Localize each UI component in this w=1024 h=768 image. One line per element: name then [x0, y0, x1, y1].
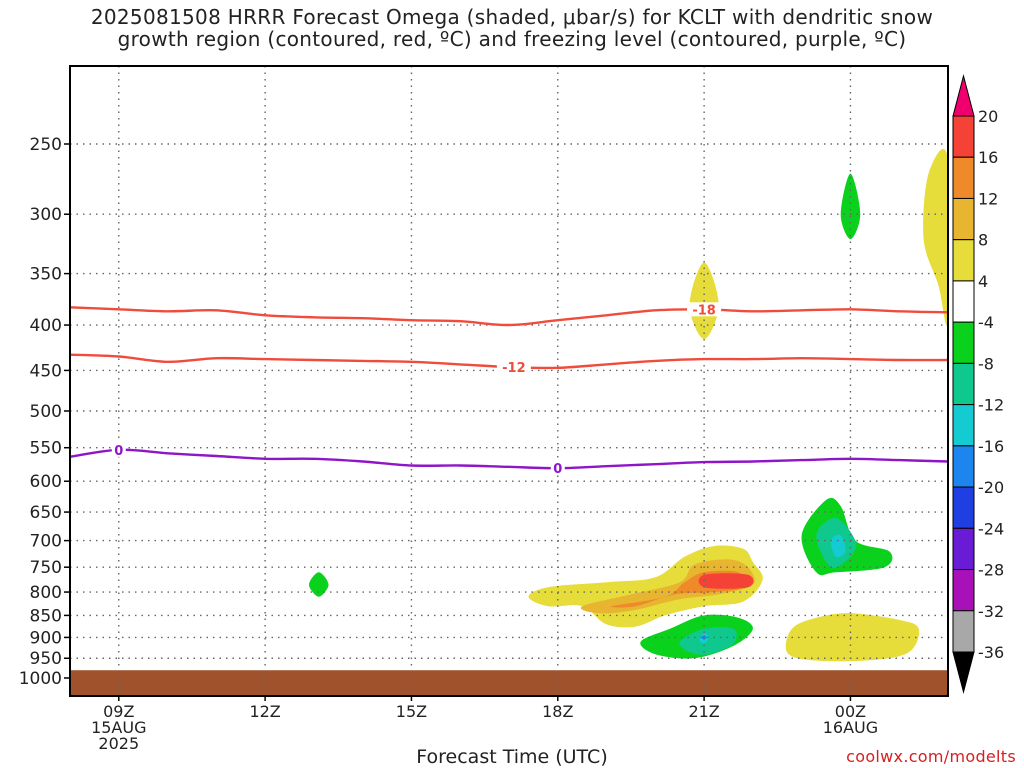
x-tick-label-09Z-0: 09Z: [103, 702, 134, 721]
colorbar-bottom-triangle: [952, 651, 975, 694]
colorbar-label-8: -16: [978, 437, 1004, 456]
contour-label--18-0: -18: [692, 303, 716, 318]
y-tick-label-600: 600: [30, 472, 62, 492]
colorbar-label-4: 4: [978, 272, 988, 291]
contour-line-0: [70, 448, 948, 470]
colorbar-label-1: 16: [978, 148, 998, 167]
plot-frame: [69, 65, 949, 697]
x-tick-label-00Z-0: 00Z: [835, 702, 866, 721]
y-tick-label-850: 850: [30, 606, 62, 626]
y-tick-label-1000: 1000: [19, 669, 62, 689]
contour-label-bg--18-0: [687, 302, 722, 317]
y-tick-label-900: 900: [30, 628, 62, 648]
y-tick-label-950: 950: [30, 649, 62, 669]
colorbar-box-0: [952, 115, 975, 158]
y-tick-label-750: 750: [30, 558, 62, 578]
omega-region-15: [785, 613, 920, 662]
x-tick-label-00Z-1: 16AUG: [823, 718, 878, 737]
x-tick-label-12Z-0: 12Z: [249, 702, 280, 721]
colorbar-box-5: [952, 321, 975, 364]
colorbar-box-8: [952, 445, 975, 488]
y-tick-label-650: 650: [30, 503, 62, 523]
colorbar-label-7: -12: [978, 396, 1004, 415]
y-tick-label-700: 700: [30, 532, 62, 552]
y-tick-label-300: 300: [30, 205, 62, 225]
x-tick-label-21Z-0: 21Z: [688, 702, 719, 721]
colorbar-label-10: -24: [978, 519, 1004, 538]
colorbar-box-12: [952, 610, 975, 653]
chart-title-line-1: 2025081508 HRRR Forecast Omega (shaded, …: [90, 5, 934, 29]
omega-region-7: [698, 573, 754, 589]
omega-region-14: [701, 635, 707, 640]
colorbar-box-3: [952, 239, 975, 282]
colorbar-label-13: -36: [978, 643, 1004, 662]
colorbar-label-6: -8: [978, 354, 994, 373]
colorbar-label-5: -4: [978, 313, 994, 332]
colorbar-top-triangle: [952, 74, 975, 117]
credit-text: coolwx.com/modelts: [846, 747, 1016, 766]
y-tick-label-400: 400: [30, 316, 62, 336]
chart-title-line-2: growth region (contoured, red, ºC) and f…: [117, 27, 907, 51]
contour-label-bg-0-0: [111, 442, 126, 457]
plot-area: -18 -12 0 0: [70, 66, 948, 696]
chart-title: 2025081508 HRRR Forecast Omega (shaded, …: [0, 6, 1024, 50]
contour-label-bg-0-1: [550, 461, 565, 476]
omega-region-1: [840, 173, 861, 240]
terrain-fill: [70, 670, 948, 696]
contour-label-bg--12-0: [496, 360, 531, 375]
colorbar-box-7: [952, 404, 975, 447]
colorbar-label-0: 20: [978, 107, 998, 126]
contour-label--12-0: -12: [502, 361, 526, 376]
y-tick-label-250: 250: [30, 135, 62, 155]
omega-region-2: [923, 149, 948, 326]
contour-label-0-0: 0: [114, 444, 123, 459]
y-tick-label-500: 500: [30, 402, 62, 422]
colorbar-box-4: [952, 280, 975, 323]
x-axis-label: Forecast Time (UTC): [416, 746, 608, 768]
contour-label-0-1: 0: [553, 462, 562, 477]
colorbar-label-2: 12: [978, 189, 998, 208]
x-tick-label-09Z-1: 15AUG: [91, 718, 146, 737]
x-tick-label-18Z-0: 18Z: [542, 702, 573, 721]
colorbar-box-10: [952, 527, 975, 571]
colorbar-label-12: -32: [978, 602, 1004, 621]
contour-line--18: [70, 306, 948, 327]
colorbar-label-3: 8: [978, 231, 988, 250]
colorbar-box-1: [952, 156, 975, 199]
omega-region-12: [679, 627, 737, 655]
colorbar-box-11: [952, 569, 975, 612]
colorbar-box-9: [952, 486, 975, 529]
colorbar-box-6: [952, 362, 975, 406]
colorbar-label-11: -28: [978, 561, 1004, 580]
colorbar-label-9: -20: [978, 478, 1004, 497]
y-tick-label-350: 350: [30, 265, 62, 285]
x-tick-label-09Z-2: 2025: [98, 734, 139, 753]
omega-region-10: [830, 534, 846, 558]
omega-region-3: [309, 572, 329, 597]
x-tick-label-15Z-0: 15Z: [396, 702, 427, 721]
y-tick-label-800: 800: [30, 583, 62, 603]
y-tick-label-550: 550: [30, 439, 62, 459]
colorbar-box-2: [952, 197, 975, 241]
y-tick-label-450: 450: [30, 361, 62, 381]
